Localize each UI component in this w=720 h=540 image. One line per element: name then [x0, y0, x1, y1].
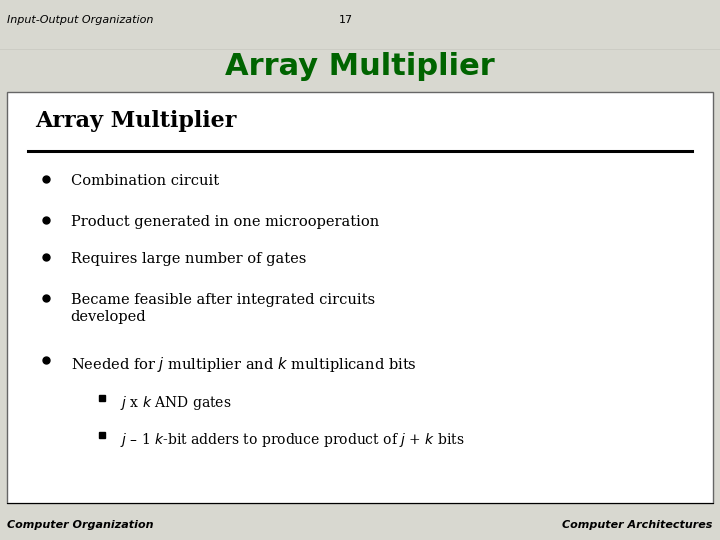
Text: Needed for $j$ multiplier and $k$ multiplicand bits: Needed for $j$ multiplier and $k$ multip… [71, 355, 417, 374]
Text: Computer Architectures: Computer Architectures [562, 520, 713, 530]
Text: $j$ x $k$ AND gates: $j$ x $k$ AND gates [120, 394, 232, 412]
Text: Product generated in one microoperation: Product generated in one microoperation [71, 215, 379, 230]
Text: Array Multiplier: Array Multiplier [35, 110, 237, 132]
Text: Input-Output Organization: Input-Output Organization [7, 15, 153, 25]
Text: Became feasible after integrated circuits
developed: Became feasible after integrated circuit… [71, 293, 375, 323]
Text: Requires large number of gates: Requires large number of gates [71, 252, 306, 266]
Text: 17: 17 [338, 15, 353, 25]
Text: Combination circuit: Combination circuit [71, 174, 219, 188]
Text: Computer Organization: Computer Organization [7, 520, 153, 530]
Text: Array Multiplier: Array Multiplier [225, 52, 495, 81]
Text: $j$ – 1 $k$-bit adders to produce product of $j$ + $k$ bits: $j$ – 1 $k$-bit adders to produce produc… [120, 431, 464, 449]
